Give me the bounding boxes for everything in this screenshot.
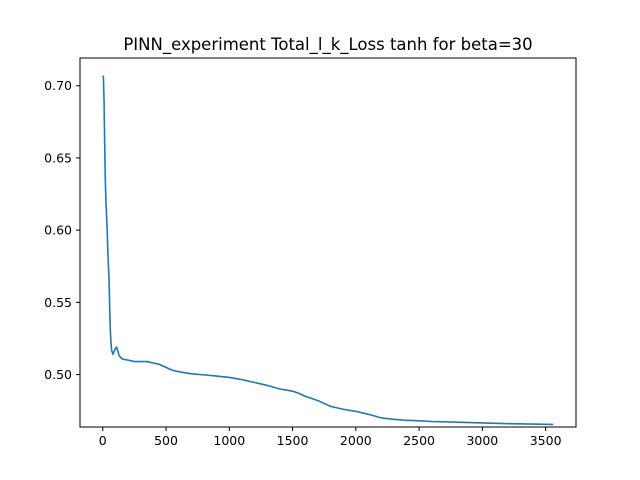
- x-tick-label: 500: [154, 433, 178, 448]
- loss-series-line: [102, 75, 554, 426]
- x-tick-label: 0: [99, 433, 107, 448]
- chart-title: PINN_experiment Total_l_k_Loss tanh for …: [123, 35, 532, 55]
- plot-area: [102, 75, 554, 426]
- y-axis-ticks: 0.50 0.55 0.60 0.65 0.70: [44, 78, 80, 382]
- x-tick-label: 1000: [213, 433, 245, 448]
- y-tick-label: 0.70: [44, 78, 72, 93]
- axes-frame: [79, 57, 577, 428]
- x-tick-label: 3500: [530, 433, 562, 448]
- x-tick-label: 2500: [403, 433, 435, 448]
- y-tick-label: 0.50: [44, 367, 72, 382]
- x-tick-label: 3000: [466, 433, 498, 448]
- y-tick-label: 0.55: [44, 295, 72, 310]
- y-tick-label: 0.60: [44, 223, 72, 238]
- x-axis-ticks: 0 500 1000 1500 2000 2500 3000 3500: [99, 427, 562, 448]
- y-tick-label: 0.65: [44, 150, 72, 165]
- x-tick-label: 1500: [277, 433, 309, 448]
- x-tick-label: 2000: [340, 433, 372, 448]
